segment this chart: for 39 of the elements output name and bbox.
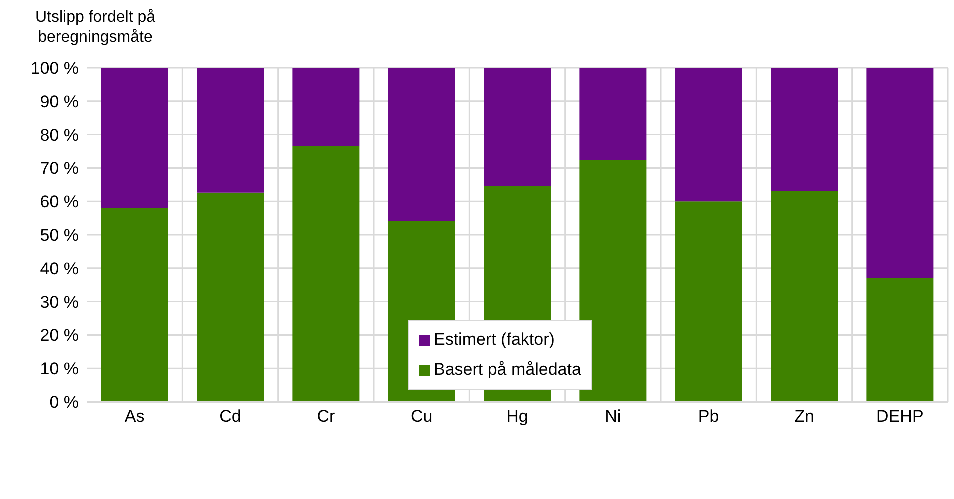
bar <box>292 146 360 402</box>
y-axis-title: Utslipp fordelt på beregningsmåte <box>34 8 157 48</box>
y-tick-label: 10 % <box>40 360 79 379</box>
bar <box>484 68 552 186</box>
bar <box>580 68 647 161</box>
legend-label: Basert på måledata <box>434 360 582 380</box>
y-tick-label: 60 % <box>40 192 79 212</box>
legend-label: Estimert (faktor) <box>434 330 555 350</box>
y-tick-label: 0 % <box>50 393 79 412</box>
bar <box>101 208 168 402</box>
bar <box>197 68 264 193</box>
x-tick-label: DEHP <box>876 407 924 426</box>
y-tick-label: 20 % <box>40 326 79 346</box>
bar <box>388 68 456 221</box>
bar <box>866 68 934 278</box>
y-tick-label: 90 % <box>40 92 79 112</box>
x-tick-label: Pb <box>698 407 720 426</box>
x-tick-label: Ni <box>605 407 622 426</box>
x-tick-label: Cd <box>220 407 242 426</box>
y-tick-label: 100 % <box>30 59 79 78</box>
y-tick-label: 80 % <box>40 126 79 145</box>
bar <box>675 202 742 402</box>
y-tick-label: 50 % <box>40 226 79 246</box>
y-tick-label: 40 % <box>40 259 79 278</box>
bar <box>197 192 264 402</box>
x-tick-label: Cu <box>410 407 433 426</box>
x-tick-label: As <box>124 407 145 426</box>
bar <box>771 68 838 192</box>
y-tick-label: 70 % <box>40 159 79 178</box>
bar <box>771 191 838 402</box>
x-tick-label: Hg <box>506 407 528 426</box>
x-tick-label: Cr <box>317 407 336 426</box>
bar <box>580 160 647 402</box>
y-tick-label: 30 % <box>40 292 79 312</box>
bar <box>101 68 168 208</box>
bar <box>866 278 934 402</box>
bar <box>292 68 360 146</box>
x-tick-label: Zn <box>794 407 814 426</box>
bar <box>675 68 742 202</box>
